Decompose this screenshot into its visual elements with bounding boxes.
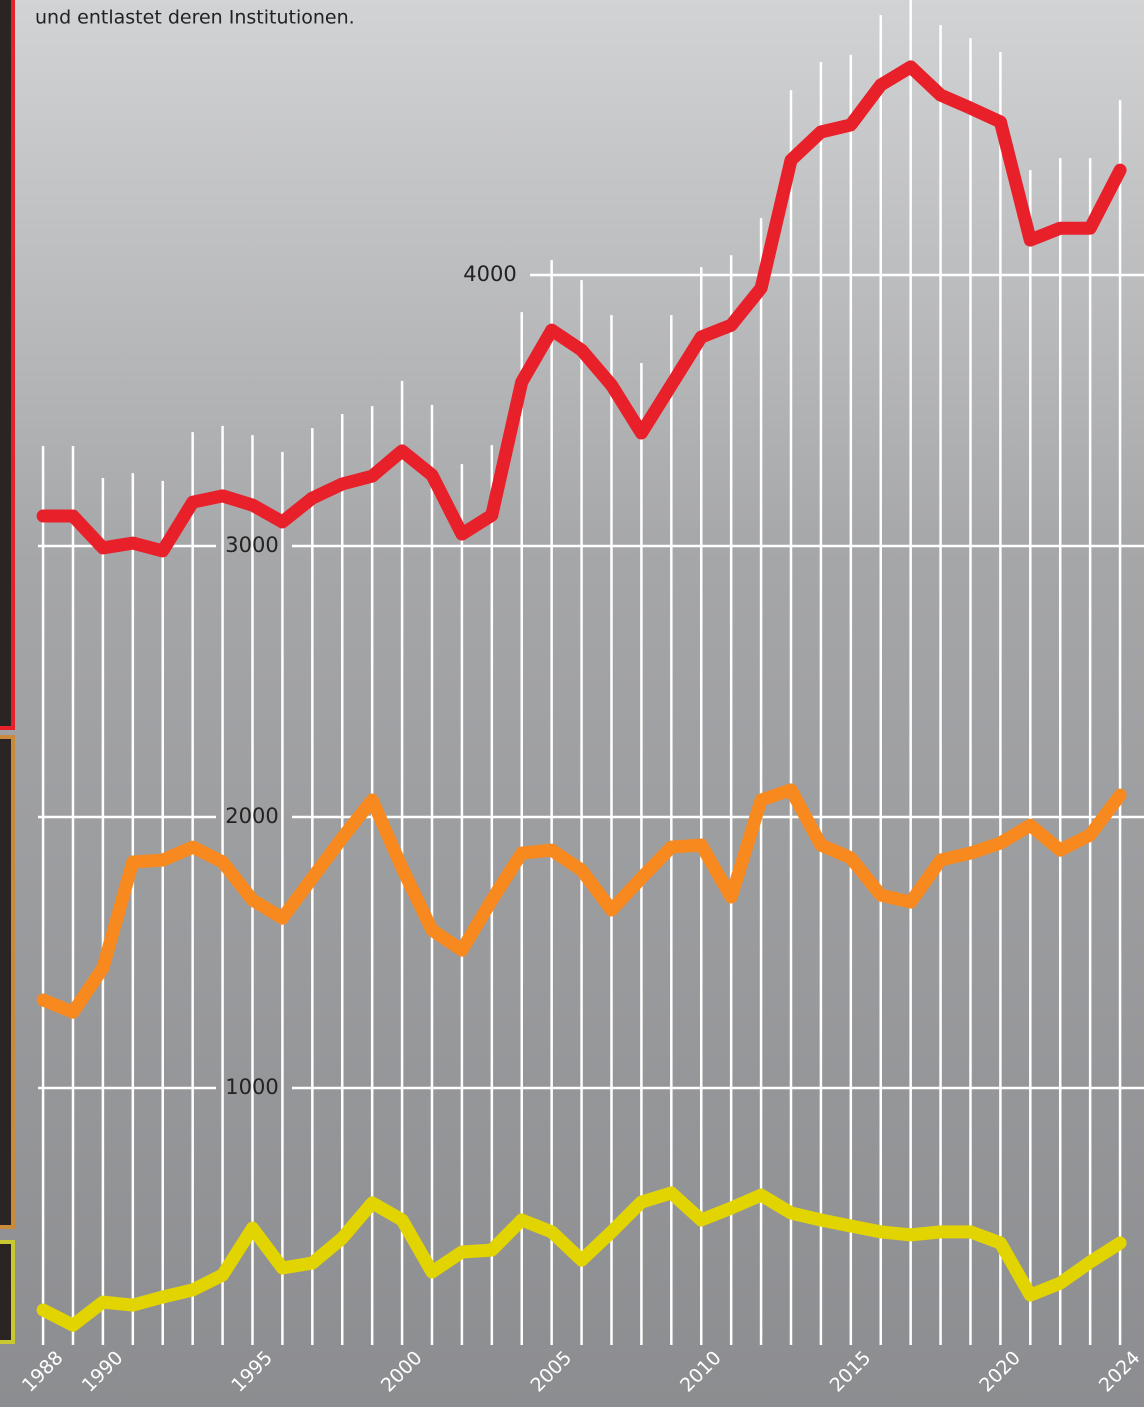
series-line [36,1186,1127,1332]
y-tick-label: 3000 [225,533,278,557]
y-tick-label: 4000 [463,262,516,286]
subtitle: und entlastet deren Institutionen. [35,7,355,29]
yellow-bar [0,1240,15,1344]
series-line [36,783,1127,1019]
red-bar [0,0,15,730]
y-tick-label: 2000 [225,804,278,828]
series-line [36,60,1127,558]
orange-bar [0,735,15,1229]
y-tick-label: 1000 [225,1075,278,1099]
